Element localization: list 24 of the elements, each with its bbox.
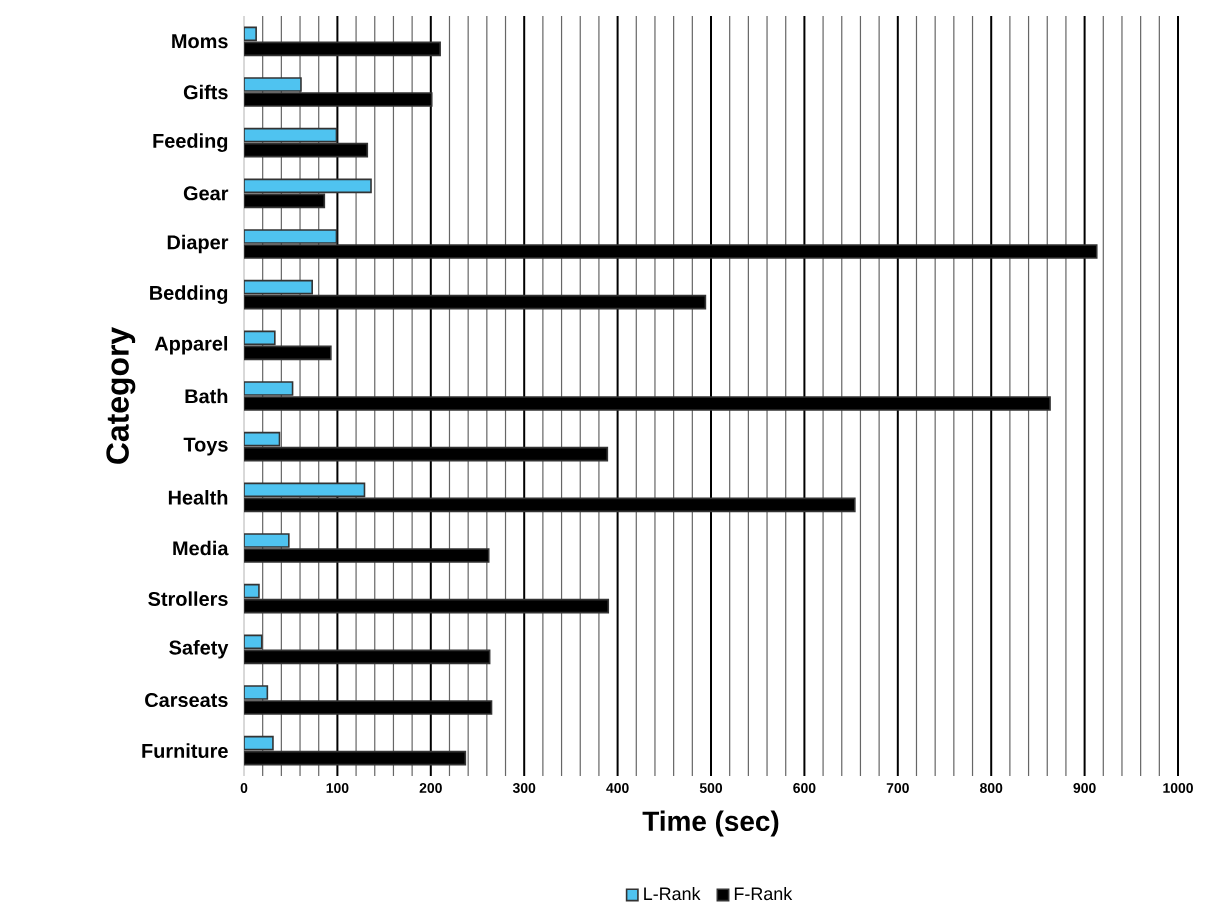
y-tick-label: Furniture <box>142 743 228 758</box>
y-tick-label: Media <box>173 540 229 556</box>
bar <box>244 127 338 143</box>
y-tick-label: Strollers <box>148 591 228 606</box>
y-tick-label: Apparel <box>154 336 228 355</box>
y-axis-title: Category <box>106 327 136 464</box>
bar <box>244 482 366 498</box>
y-tick-label: Gear <box>183 186 229 201</box>
y-tick-label: Bath <box>185 388 228 404</box>
y-tick-label: Toys <box>183 437 228 456</box>
x-axis-title: Time (sec) <box>642 810 779 837</box>
y-tick-label: Bedding <box>150 285 228 304</box>
bar <box>244 178 372 194</box>
legend-label: L-Rank <box>644 886 701 901</box>
y-tick-label: Safety <box>169 640 229 659</box>
y-tick-label: Moms <box>172 34 228 49</box>
y-tick-label: Carseats <box>145 692 228 708</box>
legend-label: F-Rank <box>734 886 793 901</box>
y-tick-label: Health <box>168 490 228 505</box>
bar <box>244 345 332 361</box>
y-tick-label: Diaper <box>167 234 229 254</box>
y-tick-label: Gifts <box>183 84 228 100</box>
bar <box>244 193 326 209</box>
y-tick-label: Feeding <box>153 133 228 152</box>
